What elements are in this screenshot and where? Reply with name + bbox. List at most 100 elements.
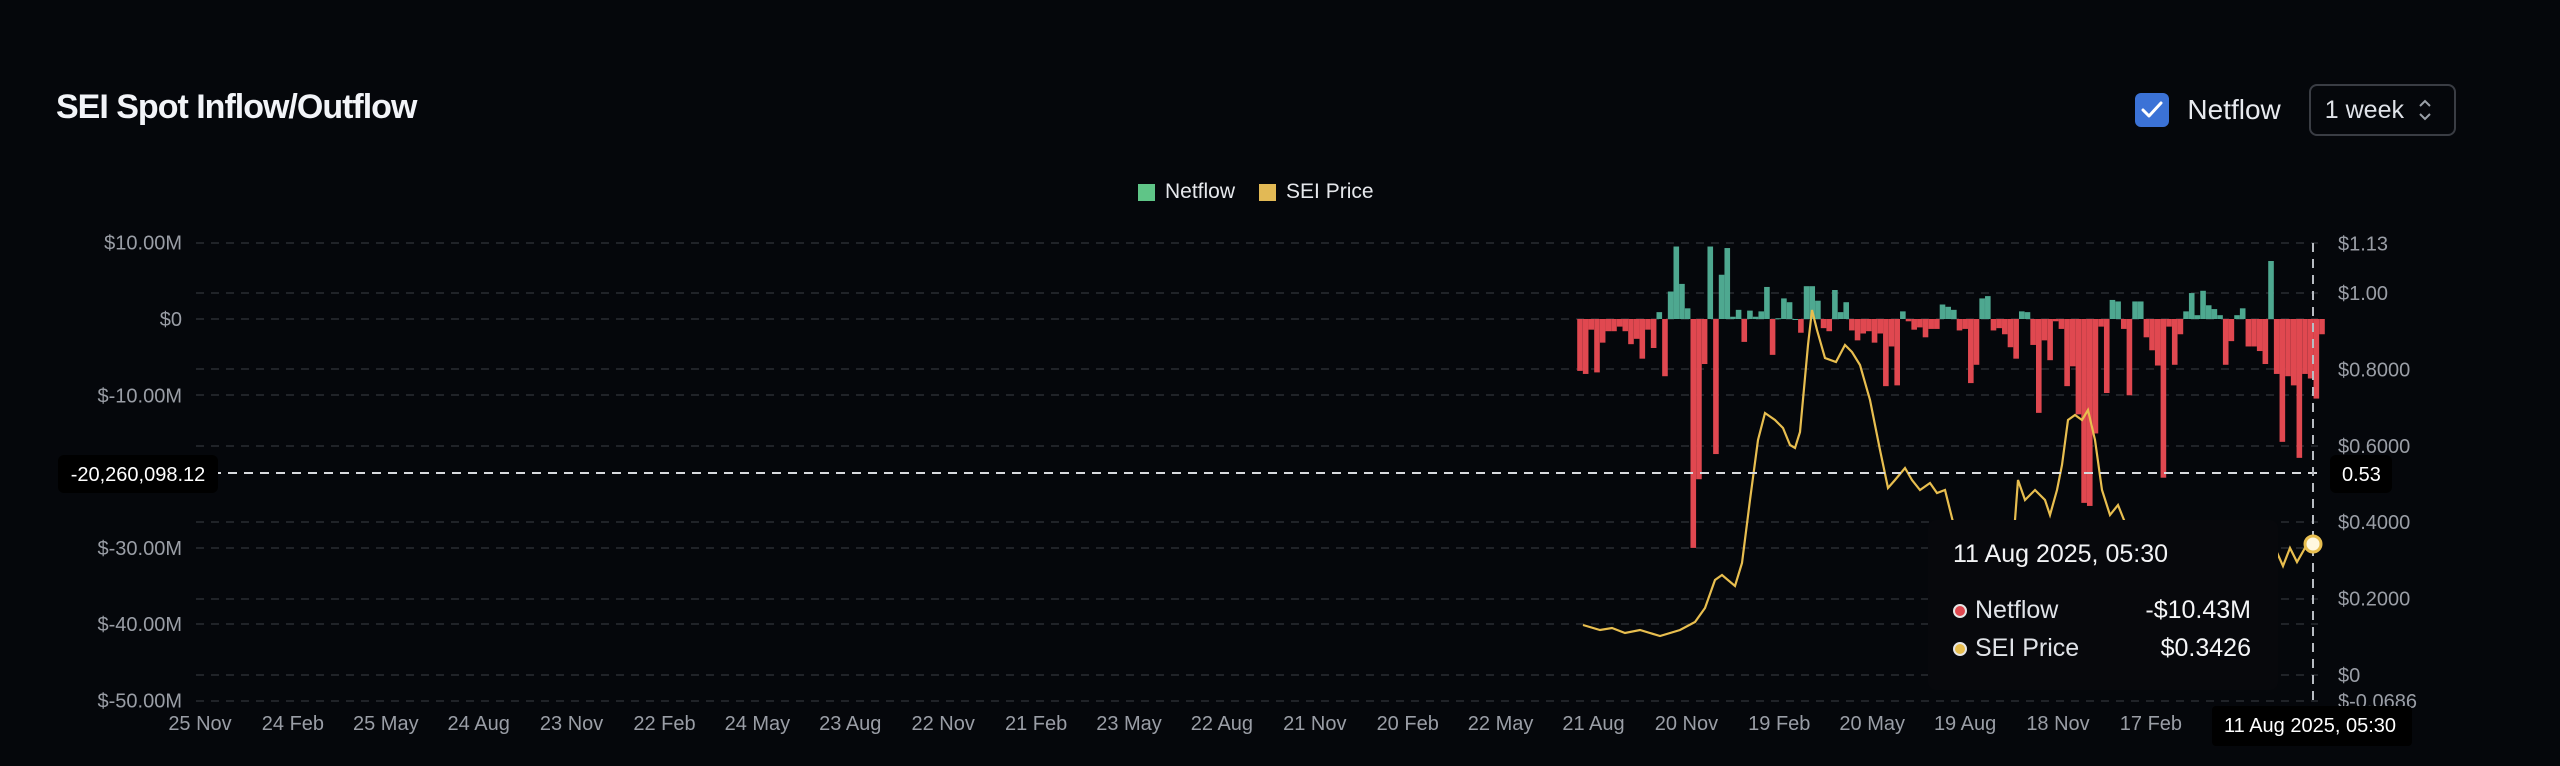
outflow-bar[interactable]: [2279, 319, 2286, 442]
outflow-bar[interactable]: [1713, 319, 1719, 455]
outflow-bar[interactable]: [2160, 319, 2167, 478]
inflow-bar[interactable]: [1775, 318, 1782, 320]
inflow-bar[interactable]: [1815, 300, 1821, 319]
outflow-bar[interactable]: [1922, 319, 1929, 338]
inflow-bar[interactable]: [2188, 293, 2195, 319]
outflow-bar[interactable]: [1917, 319, 1923, 328]
outflow-bar[interactable]: [1894, 319, 1900, 386]
outflow-bar[interactable]: [1696, 319, 1702, 480]
inflow-bar[interactable]: [2109, 299, 2116, 319]
interval-select[interactable]: 1 week: [2308, 84, 2456, 136]
outflow-bar[interactable]: [2251, 319, 2257, 347]
inflow-bar[interactable]: [1684, 308, 1691, 319]
outflow-bar[interactable]: [2120, 319, 2127, 329]
outflow-bar[interactable]: [2319, 319, 2325, 335]
outflow-bar[interactable]: [1798, 319, 1804, 333]
outflow-bar[interactable]: [2154, 319, 2161, 366]
outflow-bar[interactable]: [1820, 319, 1827, 329]
outflow-bar[interactable]: [1877, 319, 1883, 334]
outflow-bar[interactable]: [2285, 319, 2291, 377]
outflow-bar[interactable]: [2296, 319, 2303, 458]
inflow-bar[interactable]: [1837, 312, 1844, 319]
outflow-bar[interactable]: [2047, 319, 2053, 361]
outflow-bar[interactable]: [1968, 319, 1974, 384]
outflow-bar[interactable]: [1741, 319, 1748, 342]
outflow-bar[interactable]: [2058, 319, 2065, 329]
outflow-bar[interactable]: [2313, 319, 2320, 399]
outflow-bar[interactable]: [1650, 319, 1657, 348]
outflow-bar[interactable]: [2103, 319, 2110, 394]
outflow-bar[interactable]: [2262, 319, 2269, 365]
inflow-bar[interactable]: [1792, 319, 1799, 320]
outflow-bar[interactable]: [1871, 319, 1878, 343]
outflow-bar[interactable]: [2302, 319, 2308, 374]
outflow-bar[interactable]: [1639, 319, 1646, 359]
outflow-bar[interactable]: [2166, 319, 2172, 327]
inflow-bar[interactable]: [1939, 304, 1946, 319]
inflow-bar[interactable]: [1843, 302, 1850, 319]
outflow-bar[interactable]: [2035, 319, 2042, 413]
outflow-bar[interactable]: [2290, 319, 2297, 386]
legend-item-price[interactable]: SEI Price: [1259, 180, 1374, 204]
inflow-bar[interactable]: [1786, 302, 1793, 319]
outflow-bar[interactable]: [1854, 319, 1861, 341]
outflow-bar[interactable]: [1622, 319, 1629, 332]
inflow-bar[interactable]: [1945, 306, 1951, 319]
inflow-bar[interactable]: [1832, 290, 1838, 319]
inflow-bar[interactable]: [1900, 311, 1906, 319]
inflow-bar[interactable]: [1747, 310, 1753, 319]
inflow-bar[interactable]: [1951, 309, 1957, 319]
outflow-bar[interactable]: [2007, 319, 2014, 348]
inflow-bar[interactable]: [1718, 274, 1725, 319]
inflow-bar[interactable]: [2183, 311, 2189, 319]
outflow-bar[interactable]: [2222, 319, 2229, 365]
outflow-bar[interactable]: [2256, 319, 2263, 352]
outflow-bar[interactable]: [1866, 319, 1872, 332]
inflow-bar[interactable]: [1735, 309, 1742, 319]
inflow-bar[interactable]: [2268, 261, 2274, 319]
inflow-bar[interactable]: [1758, 311, 1765, 319]
outflow-bar[interactable]: [2041, 319, 2048, 341]
outflow-bar[interactable]: [1611, 319, 1617, 332]
outflow-bar[interactable]: [1769, 319, 1776, 355]
legend-item-netflow[interactable]: Netflow: [1138, 180, 1235, 204]
inflow-bar[interactable]: [1679, 283, 1685, 319]
inflow-bar[interactable]: [1656, 312, 1663, 319]
netflow-checkbox[interactable]: [2135, 93, 2170, 127]
outflow-bar[interactable]: [2069, 319, 2076, 367]
outflow-bar[interactable]: [1577, 319, 1583, 371]
outflow-bar[interactable]: [2075, 319, 2082, 415]
outflow-bar[interactable]: [2228, 319, 2235, 342]
inflow-bar[interactable]: [2115, 301, 2121, 319]
inflow-bar[interactable]: [2024, 312, 2031, 319]
outflow-bar[interactable]: [2171, 319, 2178, 365]
inflow-bar[interactable]: [2205, 305, 2212, 319]
outflow-bar[interactable]: [1633, 319, 1640, 339]
outflow-bar[interactable]: [2086, 319, 2093, 506]
outflow-bar[interactable]: [1860, 319, 1867, 334]
inflow-bar[interactable]: [2239, 308, 2246, 319]
outflow-bar[interactable]: [1690, 319, 1697, 548]
inflow-bar[interactable]: [2234, 315, 2240, 319]
inflow-bar[interactable]: [2132, 301, 2138, 319]
inflow-bar[interactable]: [2137, 301, 2144, 319]
outflow-bar[interactable]: [1662, 319, 1668, 377]
outflow-bar[interactable]: [1888, 319, 1895, 347]
outflow-bar[interactable]: [1826, 319, 1833, 332]
inflow-bar[interactable]: [2194, 315, 2201, 319]
outflow-bar[interactable]: [1605, 319, 1612, 332]
outflow-bar[interactable]: [2245, 319, 2252, 347]
outflow-bar[interactable]: [1616, 319, 1623, 327]
outflow-bar[interactable]: [2149, 319, 2155, 351]
outflow-bar[interactable]: [1996, 319, 2002, 329]
outflow-bar[interactable]: [2143, 319, 2150, 338]
inflow-bar[interactable]: [1667, 291, 1674, 319]
outflow-bar[interactable]: [1956, 319, 1963, 331]
outflow-bar[interactable]: [2052, 319, 2059, 322]
inflow-bar[interactable]: [2200, 290, 2206, 319]
outflow-bar[interactable]: [1628, 319, 1634, 345]
outflow-bar[interactable]: [1905, 319, 1912, 322]
outflow-bar[interactable]: [2177, 319, 2184, 335]
outflow-bar[interactable]: [1990, 319, 1997, 331]
outflow-bar[interactable]: [2013, 319, 2019, 359]
